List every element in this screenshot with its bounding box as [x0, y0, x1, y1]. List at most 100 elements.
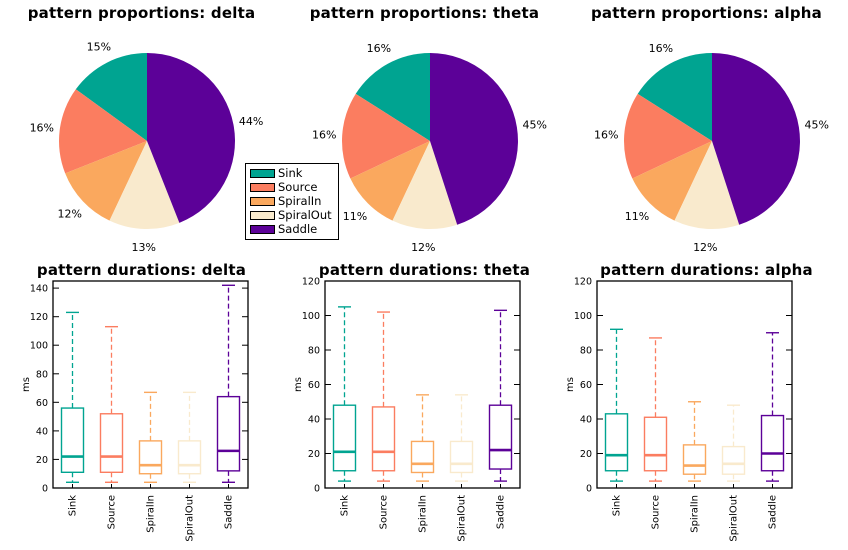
x-tick-label: Saddle [496, 495, 507, 529]
legend: Sink Source SpiralIn SpiralOut Saddle [245, 163, 339, 240]
legend-swatch [250, 211, 275, 220]
pie-slice-spiralout [392, 141, 458, 229]
pie-chart-theta: pattern proportions: theta 16% 16% 11% 12% 4… [283, 0, 566, 255]
chart-title: pattern durations: alpha [600, 261, 813, 279]
iqr-box [216, 395, 241, 472]
box-spiralout [721, 404, 746, 482]
y-tick-label: 100 [302, 311, 320, 322]
legend-item-spiralout: SpiralOut [250, 209, 332, 222]
pie-percent-label: 16% [594, 128, 618, 141]
chart-title: pattern proportions: delta [27, 4, 256, 22]
pie-percent-label: 44% [239, 115, 263, 128]
x-tick-label: Saddle [224, 495, 235, 529]
pie-slice-spiralin [350, 141, 430, 221]
legend-swatch [250, 183, 275, 192]
legend-item-sink: Sink [250, 167, 332, 180]
y-axis-label: ms [565, 377, 576, 392]
boxplot-alpha: pattern durations: alpha 0 20 40 60 80 100 120… [565, 255, 848, 550]
y-tick-label: 80 [308, 346, 320, 357]
pie-percent-label: 16% [649, 42, 673, 55]
legend-label: Source [278, 180, 318, 194]
pie-percent-label: 45% [804, 118, 828, 131]
x-tick-label: Sink [68, 495, 79, 516]
pie-percent-label: 11% [625, 210, 649, 223]
y-axis-label: ms [293, 377, 304, 392]
iqr-box [760, 414, 785, 472]
y-tick-label: 60 [580, 380, 592, 391]
y-axis-label: ms [21, 377, 32, 392]
x-tick-label: Source [379, 495, 390, 529]
x-tick-label: SpiralIn [146, 495, 157, 533]
box-spiralin [138, 391, 163, 483]
pie-slice-spiralin [632, 141, 712, 221]
box-saddle [488, 309, 513, 482]
iqr-box [60, 407, 85, 473]
y-tick-label: 40 [308, 415, 320, 426]
pie-slice-sink [75, 53, 147, 141]
box-canvas-theta: 0 20 40 60 80 100 120 ms Sink Source SpiralIn Spira… [293, 277, 521, 542]
y-tick-label: 100 [30, 341, 48, 352]
x-tick-label: SpiralOut [185, 495, 196, 542]
y-tick-label: 60 [308, 380, 320, 391]
boxplot-delta: pattern durations: delta 0 20 40 60 80 100 120… [0, 255, 283, 550]
pie-slice-source [59, 89, 147, 174]
pie-slice-spiralout [109, 141, 180, 229]
iqr-box [643, 416, 668, 472]
pie-slice-spiralin [65, 141, 147, 221]
box-sink [604, 328, 629, 482]
x-tick-label: Sink [612, 495, 623, 516]
x-tick-label: Saddle [768, 495, 779, 529]
iqr-box [332, 404, 357, 472]
pie-percent-label: 12% [57, 208, 81, 221]
chart-title: pattern durations: theta [318, 261, 531, 279]
pie-slice-saddle [712, 53, 800, 225]
box-source [643, 337, 668, 482]
pie-slice-saddle [430, 53, 518, 225]
pie-percent-label: 16% [367, 42, 391, 55]
y-tick-label: 80 [580, 346, 592, 357]
pie-canvas-delta: 15% 16% 12% 13% 44% [30, 41, 264, 254]
iqr-box [721, 445, 746, 475]
legend-label: SpiralIn [278, 194, 322, 208]
y-tick-label: 40 [36, 426, 48, 437]
x-tick-label: SpiralOut [457, 495, 468, 542]
y-tick-label: 140 [30, 284, 48, 295]
box-sink [332, 306, 357, 482]
chart-title: pattern proportions: theta [309, 4, 540, 22]
pie-percent-label: 15% [87, 41, 111, 54]
y-tick-label: 20 [308, 449, 320, 460]
legend-item-source: Source [250, 181, 332, 194]
legend-item-spiralin: SpiralIn [250, 195, 332, 208]
legend-swatch [250, 197, 275, 206]
x-tick-label: SpiralIn [418, 495, 429, 533]
pie-slice-source [624, 93, 712, 179]
legend-swatch [250, 225, 275, 234]
chart-title: pattern durations: delta [36, 261, 247, 279]
y-tick-label: 120 [30, 312, 48, 323]
box-saddle [760, 332, 785, 482]
pie-percent-label: 45% [522, 118, 546, 131]
pie-percent-label: 12% [411, 241, 435, 254]
pie-slice-sink [637, 53, 712, 141]
y-tick-label: 60 [36, 398, 48, 409]
pie-slice-spiralout [674, 141, 740, 229]
iqr-box [449, 440, 474, 474]
y-tick-label: 120 [574, 277, 592, 288]
y-tick-label: 0 [314, 484, 320, 495]
chart-title: pattern proportions: alpha [591, 4, 822, 22]
box-sink [60, 311, 85, 483]
box-spiralout [449, 394, 474, 482]
pie-canvas-theta: 16% 16% 11% 12% 45% [312, 42, 547, 254]
legend-label: SpiralOut [278, 208, 332, 222]
pie-slice-sink [355, 53, 430, 141]
legend-item-saddle: Saddle [250, 223, 332, 236]
iqr-box [371, 406, 396, 472]
x-tick-label: Sink [340, 495, 351, 516]
iqr-box [99, 413, 124, 473]
pie-canvas-alpha: 16% 16% 11% 12% 45% [594, 42, 829, 254]
legend-swatch [250, 169, 275, 178]
x-tick-label: Source [107, 495, 118, 529]
y-tick-label: 0 [42, 484, 48, 495]
box-canvas-delta: 0 20 40 60 80 100 120 140 ms Sink Source SpiralIn Sp… [21, 280, 249, 542]
